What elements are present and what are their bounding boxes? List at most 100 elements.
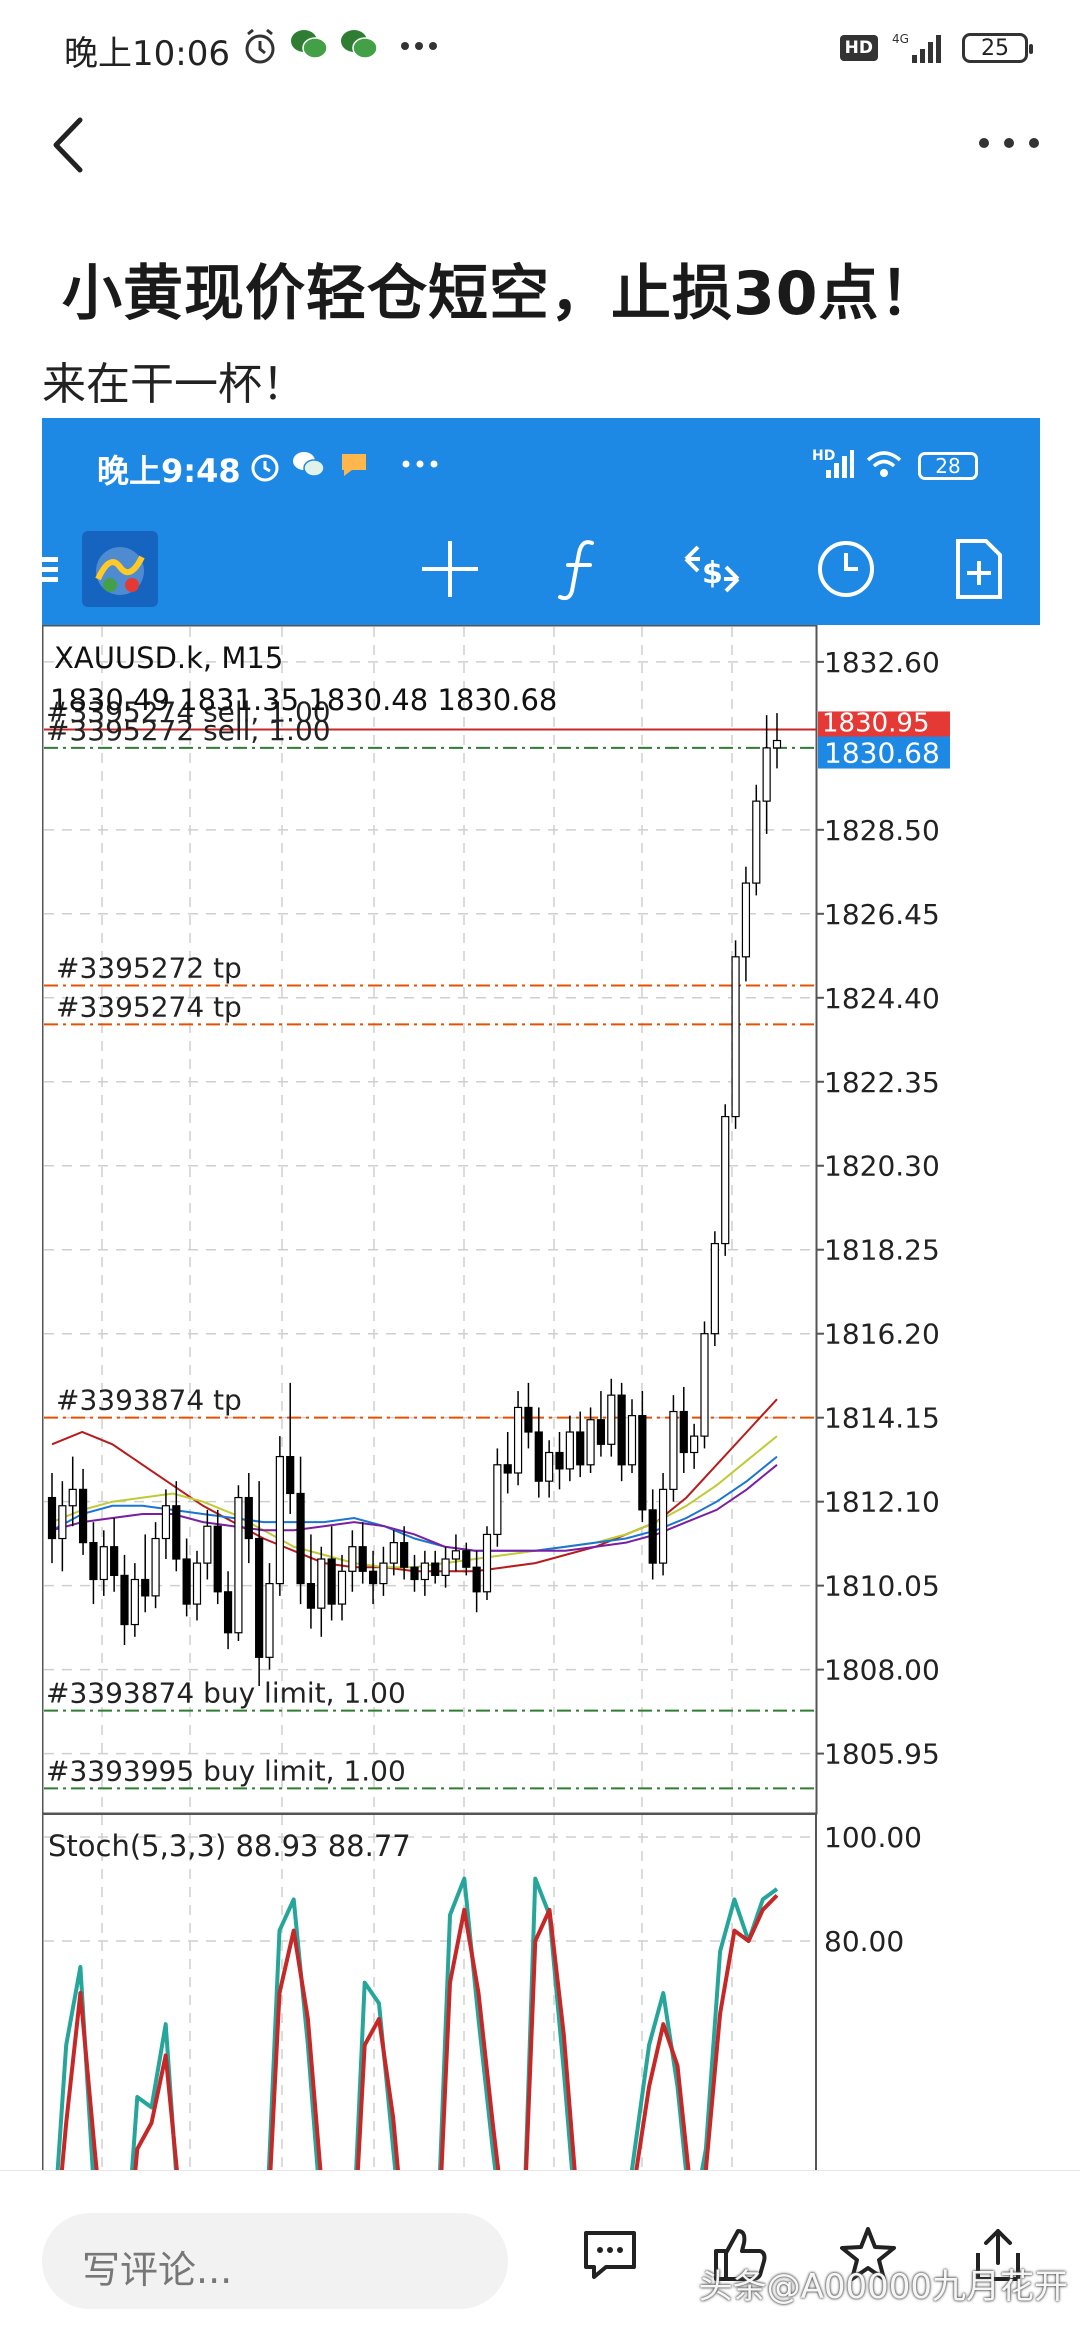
menu-icon[interactable]	[42, 533, 72, 605]
candle-body	[213, 1525, 222, 1593]
candle-body	[327, 1558, 336, 1605]
more-horizontal-icon[interactable]	[974, 123, 1044, 163]
candle-body	[317, 1558, 326, 1609]
price-tick-label: 1824.40	[824, 982, 940, 1015]
price-tick-label: 1820.30	[824, 1150, 940, 1183]
candle-body	[420, 1562, 429, 1581]
candle-body	[700, 1333, 709, 1437]
symbol-timeframe-label: XAUUSD.k, M15	[54, 641, 284, 675]
chart-canvas[interactable]: #3395274 sell, 1.00#3395272 sell, 1.00 #3…	[42, 625, 1040, 2170]
clock-icon[interactable]	[810, 533, 882, 605]
star-icon[interactable]	[836, 2223, 900, 2287]
price-tick-label: 1832.60	[824, 646, 940, 679]
price-tick-label: 1814.15	[824, 1402, 940, 1435]
candle-body	[68, 1488, 77, 1507]
candle-body	[306, 1582, 316, 1609]
candle-body	[586, 1419, 595, 1466]
candle-body	[451, 1550, 461, 1560]
order-lines: #3395274 sell, 1.00#3395272 sell, 1.00 #3…	[44, 695, 816, 1790]
ohlc-values-label: 1830.49 1831.35 1830.48 1830.68	[50, 683, 558, 717]
function-icon[interactable]	[546, 533, 618, 605]
stoch-tick-label: 80.00	[824, 1925, 904, 1958]
candle-body	[203, 1525, 212, 1564]
more-dots-icon	[401, 42, 437, 50]
candle-body	[110, 1546, 119, 1576]
current-price-label: 1830.68	[824, 737, 940, 770]
candle-body	[130, 1578, 139, 1626]
price-tick-label: 1808.00	[824, 1654, 940, 1687]
embedded-status-bar: 晚上9:48 HD 28	[42, 418, 1040, 513]
battery-level: 25	[981, 35, 1009, 61]
comment-icon[interactable]	[578, 2223, 642, 2287]
trade-dollar-icon[interactable]: $	[676, 533, 748, 605]
candle-body	[741, 882, 751, 958]
grid-lines	[42, 625, 818, 2170]
more-dots-icon	[402, 460, 438, 468]
mt-logo-icon[interactable]	[80, 529, 160, 609]
comment-input[interactable]: 写评论...	[42, 2213, 508, 2309]
post-subtitle: 来在干一杯！	[42, 359, 306, 410]
stoch-indicator-label: Stoch(5,3,3) 88.93 88.77	[48, 1829, 411, 1863]
order-line-label: #3395274 tp	[56, 990, 242, 1023]
candle-body	[658, 1488, 668, 1564]
candle-body	[555, 1451, 564, 1470]
price-tick-label: 1816.20	[824, 1318, 940, 1351]
candle-body	[192, 1562, 202, 1605]
embedded-trading-screenshot[interactable]: 晚上9:48 HD 28	[42, 418, 1040, 2170]
main-plot-border	[42, 625, 818, 1815]
candle-body	[627, 1415, 637, 1466]
bottom-action-bar: 写评论... 头条@A00000九月花开	[0, 2170, 1080, 2340]
price-tick-label: 1810.05	[824, 1570, 940, 1603]
share-icon[interactable]	[966, 2223, 1030, 2287]
candle-body	[141, 1578, 150, 1597]
candle-body	[493, 1464, 502, 1536]
candle-body	[255, 1537, 264, 1658]
candle-body	[576, 1431, 585, 1466]
cellular-signal-icon: 4G	[892, 32, 941, 63]
stoch-line	[59, 1893, 779, 2170]
candle-body	[286, 1455, 295, 1495]
candle-body	[752, 800, 761, 884]
hd-badge: HD	[839, 35, 878, 61]
new-order-icon[interactable]	[942, 533, 1014, 605]
candle-body	[410, 1566, 419, 1581]
candle-body	[348, 1546, 357, 1572]
candle-body	[161, 1505, 171, 1540]
price-tick-label: 1822.35	[824, 1066, 940, 1099]
network-label: 4G	[892, 32, 909, 46]
price-tick-label: 1826.45	[824, 898, 940, 931]
crosshair-icon[interactable]	[414, 533, 486, 605]
candle-body	[690, 1435, 699, 1454]
top-nav-bar	[0, 95, 1080, 195]
candle-body	[565, 1431, 574, 1470]
candle-body	[151, 1537, 160, 1597]
source-watermark: 头条@A00000九月花开	[698, 2267, 1068, 2307]
like-icon[interactable]	[708, 2223, 772, 2287]
price-chart-area[interactable]: #3395274 sell, 1.00 #3395272 sell, 1.00 #3…	[42, 625, 1040, 2170]
candle-body	[441, 1558, 450, 1577]
candle-body	[762, 747, 771, 802]
alarm-icon	[245, 28, 275, 64]
hd-badge: HD	[812, 448, 836, 464]
stochastic-panel: 100.00 80.00	[44, 1821, 922, 2170]
candle-body	[296, 1492, 305, 1585]
candle-body	[431, 1562, 440, 1577]
wifi-icon	[866, 451, 902, 477]
chevron-left-icon[interactable]	[40, 110, 100, 180]
candle-body	[524, 1406, 533, 1433]
moving-average-line	[51, 1398, 778, 1573]
price-axis: 1832.60 1828.50 1826.45 1824.40 1822.35 1820.…	[816, 646, 950, 1771]
candle-body	[710, 1242, 719, 1335]
wechat-icon	[293, 452, 325, 477]
sell-price-tag	[818, 711, 950, 738]
battery-level: 28	[935, 454, 961, 478]
candle-body	[172, 1505, 181, 1560]
moving-averages	[51, 1398, 778, 1573]
order-line-label: #3393995 buy limit, 1.00	[46, 1754, 406, 1787]
battery-indicator: 25	[962, 33, 1033, 63]
moving-average-line	[51, 1455, 778, 1552]
order-line-label: #3395272 sell, 1.00	[46, 714, 331, 747]
candle-body	[223, 1591, 233, 1634]
candle-body	[772, 739, 782, 749]
candle-body	[368, 1570, 378, 1585]
